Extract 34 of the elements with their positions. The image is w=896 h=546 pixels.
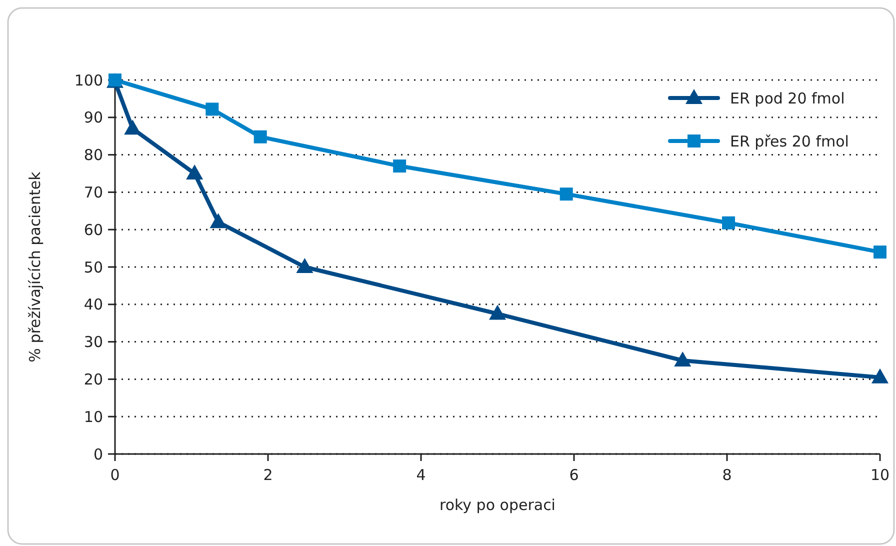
point: [874, 246, 886, 259]
point: [186, 164, 204, 180]
y-tick-label: 50: [84, 258, 103, 276]
legend-label: ER přes 20 fmol: [730, 132, 849, 150]
point: [560, 188, 573, 201]
y-tick-label: 60: [84, 220, 103, 239]
point: [124, 120, 142, 135]
point: [674, 352, 692, 366]
point: [722, 216, 736, 230]
point: [254, 130, 267, 144]
y-tick-label: 10: [84, 408, 103, 426]
x-tick-label: 6: [569, 466, 579, 484]
x-tick-label: 4: [416, 466, 426, 484]
y-tick-label: 90: [84, 108, 103, 127]
legend-label: ER pod 20 fmol: [730, 89, 845, 108]
x-tick-label: 2: [263, 466, 273, 484]
point: [393, 160, 406, 173]
point: [210, 213, 227, 228]
point: [872, 368, 888, 384]
point: [489, 304, 506, 320]
y-tick-label: 70: [84, 183, 103, 202]
point: [206, 102, 219, 116]
point: [296, 258, 314, 273]
y-tick-label: 0: [93, 445, 103, 464]
y-tick-label: 80: [84, 146, 103, 164]
y-axis-title: % přežívajících pacientek: [26, 171, 44, 362]
y-tick-label: 30: [84, 333, 103, 352]
x-tick-label: 0: [110, 466, 120, 484]
x-tick-label: 10: [870, 466, 890, 484]
x-tick-label: 8: [722, 466, 732, 484]
x-axis-title: roky po operaci: [440, 496, 556, 514]
y-tick-label: 40: [84, 296, 103, 314]
y-tick-label: 20: [84, 370, 103, 388]
y-tick-label: 100: [74, 71, 103, 90]
